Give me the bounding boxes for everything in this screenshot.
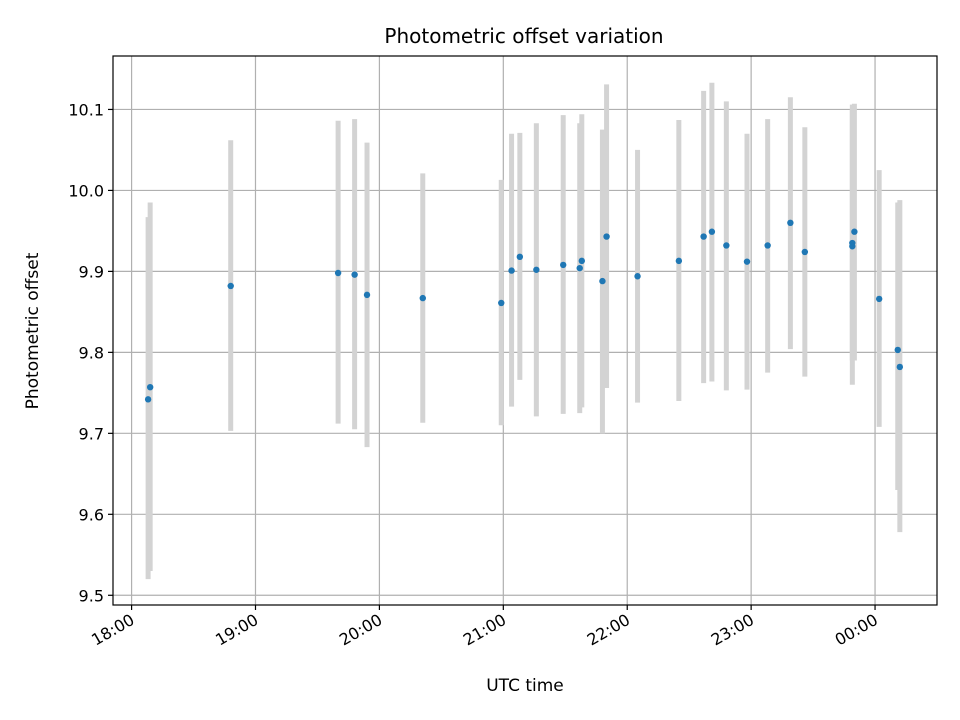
- data-point: [146, 383, 154, 391]
- data-point: [700, 233, 707, 240]
- y-tick-label: 9.7: [79, 424, 104, 443]
- data-point: [603, 233, 610, 240]
- data-points: [144, 219, 904, 403]
- data-point: [227, 282, 234, 290]
- x-tick-label: 21:00: [460, 610, 509, 650]
- data-point: [764, 242, 771, 249]
- grid-lines: [113, 56, 937, 605]
- plot-frame: [112, 55, 938, 606]
- data-point: [498, 299, 505, 307]
- data-point: [743, 258, 751, 265]
- data-point: [363, 291, 371, 299]
- data-point: [508, 267, 515, 274]
- data-point: [578, 257, 585, 265]
- x-tick-label: 19:00: [212, 610, 261, 650]
- x-axis-ticks: 18:00 19:00 20:00 21:00 22:00 23:00 00:00: [88, 605, 881, 650]
- y-tick-label: 9.8: [79, 343, 104, 362]
- data-point: [516, 253, 524, 261]
- data-point: [599, 277, 606, 285]
- x-axis-title: UTC time: [486, 676, 564, 696]
- y-tick-label: 10.0: [68, 181, 104, 200]
- x-tick-label: 20:00: [336, 610, 385, 650]
- data-point: [560, 261, 567, 269]
- y-tick-label: 9.6: [79, 505, 104, 524]
- chart-title: Photometric offset variation: [384, 24, 663, 48]
- data-point: [533, 266, 540, 273]
- data-point: [723, 242, 730, 249]
- x-tick-label: 00:00: [832, 610, 881, 650]
- data-point: [675, 257, 683, 265]
- data-point: [787, 219, 794, 227]
- x-tick-label: 22:00: [584, 610, 633, 650]
- y-axis-ticks: 9.5 9.6 9.7 9.8 9.9 10.0 10.1: [68, 100, 113, 605]
- data-point: [419, 294, 426, 302]
- y-tick-label: 9.5: [79, 586, 104, 605]
- data-point: [875, 295, 883, 303]
- error-bars: [145, 82, 903, 580]
- data-point: [896, 363, 904, 371]
- data-point: [144, 396, 152, 403]
- y-tick-label: 9.9: [79, 262, 104, 281]
- data-point: [894, 346, 901, 354]
- data-point: [334, 269, 342, 277]
- data-point: [801, 248, 809, 256]
- y-tick-label: 10.1: [68, 100, 104, 119]
- data-point: [576, 264, 583, 272]
- data-point: [849, 243, 856, 250]
- data-point: [634, 273, 641, 280]
- data-point: [851, 228, 858, 235]
- data-point: [708, 228, 716, 235]
- x-tick-label: 23:00: [708, 610, 757, 650]
- y-axis-title: Photometric offset: [23, 252, 43, 409]
- x-tick-label: 18:00: [88, 610, 137, 650]
- data-point: [351, 271, 358, 278]
